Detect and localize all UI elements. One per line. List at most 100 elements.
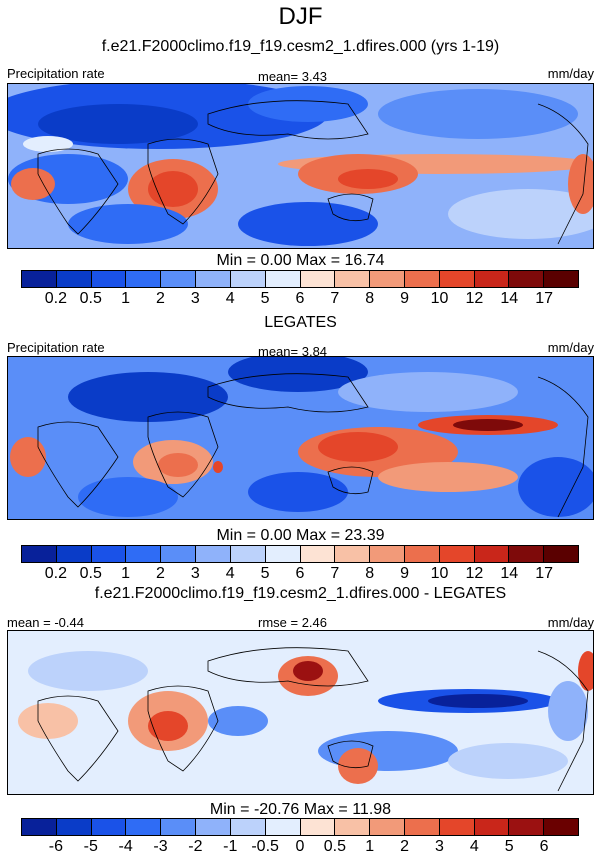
colorbar-swatch (22, 546, 57, 562)
panel1-minmax: Min = 0.00 Max = 16.74 (216, 252, 385, 269)
colorbar-swatch (335, 546, 371, 562)
colorbar-swatch (196, 546, 231, 562)
colorbar-swatch (404, 271, 440, 287)
colorbar-swatch (509, 819, 545, 835)
page-title: DJF (278, 3, 323, 30)
colorbar-swatch (161, 271, 197, 287)
panel3-map (7, 630, 594, 795)
panel2-subtitle: LEGATES (264, 314, 337, 331)
colorbar-tick-label: -5 (83, 838, 98, 855)
panel3-subtitle: f.e21.F2000climo.f19_f19.cesm2_1.dfires.… (94, 585, 507, 602)
panel2-mean-label: mean= 3.84 (258, 344, 328, 359)
colorbar-swatch (230, 271, 266, 287)
colorbar-tick-label: -1 (223, 838, 238, 855)
colorbar-swatch (91, 819, 127, 835)
colorbar-swatch (161, 546, 197, 562)
colorbar-swatch (335, 271, 371, 287)
panel2-units-label: mm/day (547, 340, 594, 355)
colorbar-swatch (404, 819, 440, 835)
colorbar-swatch (544, 819, 578, 835)
colorbar-tick-label: 2 (400, 838, 410, 855)
colorbar-tick-label: 7 (330, 565, 340, 582)
panel1-left-label: Precipitation rate (7, 66, 105, 81)
panel3-minmax: Min = -20.76 Max = 11.98 (209, 801, 392, 818)
panel2-left-label: Precipitation rate (7, 340, 105, 355)
colorbar-tick-label: 6 (295, 290, 305, 307)
colorbar-swatch (126, 271, 162, 287)
colorbar-tick-label: 2 (156, 565, 165, 582)
colorbar-tick-label: 9 (400, 565, 410, 582)
colorbar-swatch (474, 819, 510, 835)
colorbar-tick-label: 5 (260, 290, 270, 307)
panel1-mean-label: mean= 3.43 (258, 69, 328, 84)
colorbar-tick-label: 5 (504, 838, 514, 855)
colorbar-tick-label: 12 (465, 565, 484, 582)
colorbar-tick-label: 17 (535, 565, 554, 582)
colorbar-tick-label: 4 (225, 565, 235, 582)
panel2-colorbar (21, 545, 579, 563)
panel3-mean-label: mean = -0.44 (7, 615, 84, 630)
panel3-colorbar (21, 818, 579, 836)
colorbar-swatch (474, 546, 510, 562)
colorbar-tick-label: 0.5 (323, 838, 346, 855)
colorbar-tick-label: 0 (295, 838, 305, 855)
panel1-colorbar (21, 270, 579, 288)
colorbar-tick-label: 8 (365, 290, 375, 307)
panel3-colorbar-ticks: -6 -5 -4 -3 -2 -1 -0.5 0 0.5 1 2 3 4 5 6 (21, 838, 579, 858)
colorbar-swatch (22, 819, 57, 835)
colorbar-swatch (196, 819, 231, 835)
colorbar-swatch (300, 271, 336, 287)
colorbar-tick-label: 10 (430, 290, 449, 307)
panel3-units-label: mm/day (547, 615, 594, 630)
colorbar-swatch (126, 546, 162, 562)
colorbar-tick-label: 4 (469, 838, 479, 855)
colorbar-tick-label: -4 (118, 838, 133, 855)
colorbar-swatch (56, 271, 92, 287)
colorbar-tick-label: 6 (295, 565, 305, 582)
colorbar-tick-label: -2 (188, 838, 203, 855)
colorbar-tick-label: 0.2 (44, 565, 67, 582)
colorbar-tick-label: 14 (500, 565, 519, 582)
colorbar-swatch (509, 546, 545, 562)
colorbar-swatch (265, 819, 301, 835)
panel2-map (7, 356, 594, 520)
colorbar-swatch (265, 546, 301, 562)
panel1-subtitle: f.e21.F2000climo.f19_f19.cesm2_1.dfires.… (101, 38, 500, 55)
panel1-units-label: mm/day (547, 66, 594, 81)
colorbar-swatch (544, 546, 578, 562)
colorbar-swatch (196, 271, 231, 287)
colorbar-swatch (439, 819, 475, 835)
colorbar-tick-label: 3 (435, 838, 444, 855)
colorbar-swatch (56, 819, 92, 835)
colorbar-swatch (474, 271, 510, 287)
colorbar-swatch (370, 819, 405, 835)
colorbar-tick-label: 10 (430, 565, 449, 582)
panel2-minmax: Min = 0.00 Max = 23.39 (216, 527, 385, 544)
colorbar-tick-label: 0.5 (79, 290, 102, 307)
panel1-map (7, 83, 594, 249)
panel2-colorbar-ticks: 0.2 0.5 1 2 3 4 5 6 7 8 9 10 12 14 17 (21, 565, 579, 585)
colorbar-swatch (126, 819, 162, 835)
colorbar-swatch (56, 546, 92, 562)
colorbar-swatch (22, 271, 57, 287)
colorbar-tick-label: 6 (539, 838, 549, 855)
colorbar-tick-label: -3 (153, 838, 168, 855)
colorbar-swatch (370, 271, 405, 287)
panel3-rmse-label: rmse = 2.46 (258, 615, 328, 630)
colorbar-tick-label: 7 (330, 290, 340, 307)
colorbar-swatch (370, 546, 405, 562)
panel1-colorbar-ticks: 0.2 0.5 1 2 3 4 5 6 7 8 9 10 12 14 17 (21, 290, 579, 310)
colorbar-tick-label: 3 (190, 565, 200, 582)
colorbar-tick-label: -0.5 (251, 838, 279, 855)
colorbar-swatch (404, 546, 440, 562)
colorbar-swatch (544, 271, 578, 287)
colorbar-tick-label: 1 (365, 838, 375, 855)
colorbar-tick-label: 5 (260, 565, 270, 582)
colorbar-tick-label: 0.5 (79, 565, 102, 582)
colorbar-tick-label: 12 (465, 290, 484, 307)
colorbar-swatch (230, 819, 266, 835)
colorbar-swatch (509, 271, 545, 287)
colorbar-tick-label: 8 (365, 565, 375, 582)
colorbar-tick-label: 1 (121, 290, 131, 307)
colorbar-swatch (161, 819, 197, 835)
